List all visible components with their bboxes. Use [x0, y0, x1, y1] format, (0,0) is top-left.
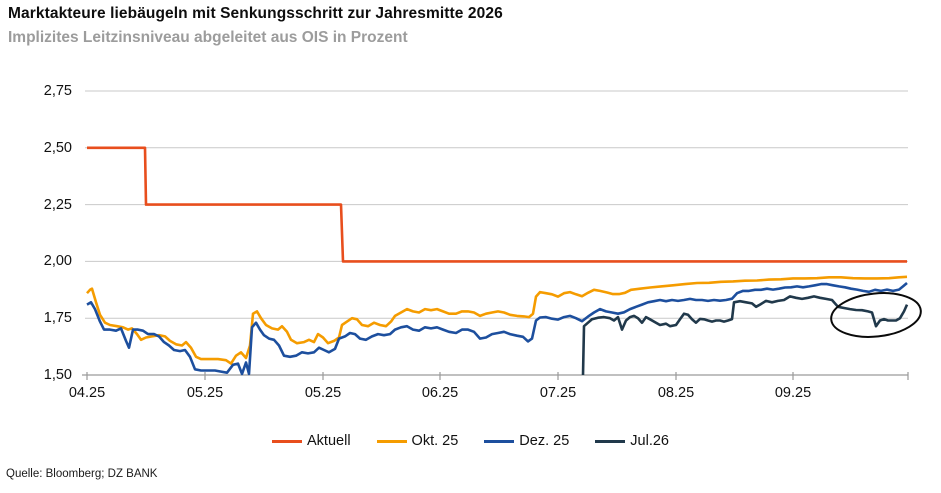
x-tick-label: 08.25 [657, 385, 695, 401]
x-tick-label: 09.25 [774, 385, 812, 401]
legend-line-marker [595, 439, 626, 443]
series-line-jul-26 [581, 295, 909, 376]
series-line-okt-25 [86, 275, 908, 365]
y-tick-label: 1,50 [43, 367, 72, 383]
legend-item-aktuell: Aktuell [272, 433, 351, 449]
page-subtitle: Implizites Leitzinsniveau abgeleitet aus… [8, 29, 408, 46]
x-tick-label: 04.25 [68, 385, 106, 401]
legend-line-marker [376, 439, 407, 443]
series-line-dez-25 [86, 282, 908, 376]
source-note: Quelle: Bloomberg; DZ BANK [6, 468, 158, 480]
x-tick-label: 05.25 [186, 385, 224, 401]
page-title: Marktakteure liebäugeln mit Senkungsschr… [8, 5, 503, 22]
highlight-ellipse-annotation [830, 292, 922, 338]
legend-line-marker [484, 439, 515, 443]
y-tick-label: 2,25 [43, 196, 72, 213]
chart-legend: Aktuell Okt. 25 Dez. 25 Jul.26 [0, 433, 941, 449]
x-tick-label: 07.25 [539, 385, 577, 401]
x-tick-label: 05.25 [304, 385, 342, 401]
legend-label: Dez. 25 [519, 433, 570, 449]
legend-label: Okt. 25 [411, 433, 459, 449]
y-tick-label: 2,50 [43, 139, 72, 156]
legend-line-marker [272, 439, 303, 443]
x-tick-label: 06.25 [421, 385, 459, 401]
legend-item-dez-25: Dez. 25 [484, 433, 569, 449]
legend-label: Aktuell [307, 433, 351, 449]
y-tick-label: 1,75 [43, 310, 72, 327]
y-tick-label: 2,00 [43, 253, 72, 270]
legend-item-jul-26: Jul.26 [595, 433, 669, 449]
legend-item-okt-25: Okt. 25 [376, 433, 459, 449]
legend-label: Jul.26 [630, 433, 669, 449]
y-tick-label: 2,75 [43, 83, 72, 99]
series-line-aktuell [87, 146, 907, 263]
